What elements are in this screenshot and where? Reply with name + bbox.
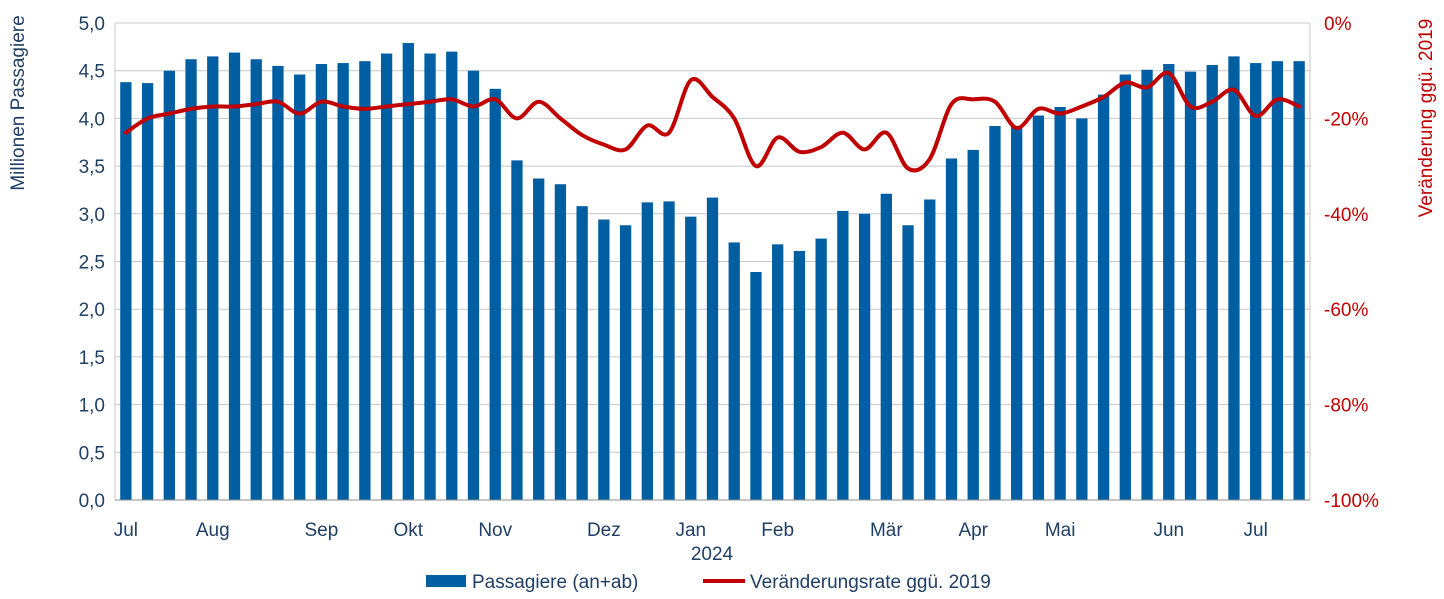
x-tick-label: Okt (394, 520, 424, 541)
bar (228, 52, 241, 500)
bar (163, 70, 175, 500)
bar (967, 149, 979, 500)
bar (815, 238, 827, 500)
x-tick-label: Nov (478, 520, 512, 541)
bar (989, 126, 1001, 501)
bar (1184, 71, 1197, 501)
x-sublabel: 2024 (691, 544, 734, 565)
y-axis-right: -100% -80% -60% -40% -20% 0% (1324, 14, 1379, 512)
y-axis-left: 0,0 0,5 1,0 1,5 2,0 2,5 3,0 3,5 4,0 4,5 5,0 (79, 14, 105, 512)
x-tick-label: Jan (675, 520, 706, 541)
line-series (123, 70, 1302, 173)
bar-series (115, 43, 1310, 501)
bar (880, 193, 892, 501)
bar (402, 43, 414, 501)
legend: Passagiere (an+ab) Veränderungsrate ggü.… (426, 572, 991, 593)
bar (641, 202, 653, 501)
bar (315, 64, 328, 500)
bar (1250, 63, 1262, 501)
bar (728, 242, 740, 501)
bar (446, 51, 458, 501)
bar (1293, 61, 1305, 500)
bar (685, 216, 697, 501)
y-tick-right: -80% (1324, 396, 1368, 417)
y-tick-left: 3,5 (79, 157, 105, 178)
y-tick-right: -60% (1324, 300, 1368, 321)
bar (945, 158, 958, 500)
bar (380, 53, 393, 500)
y-axis-left-title: Millionen Passagiere (8, 15, 29, 190)
y-tick-left: 2,5 (79, 253, 105, 274)
bar (576, 206, 588, 500)
bar (554, 184, 567, 500)
bar (1076, 118, 1088, 501)
y-tick-left: 0,5 (79, 443, 105, 464)
bar (772, 244, 784, 500)
x-tick-label: Sep (305, 520, 339, 541)
y-tick-left: 4,0 (79, 109, 105, 130)
bar (706, 197, 719, 500)
bar (185, 59, 197, 500)
x-tick-label: Mär (870, 520, 903, 541)
bar (924, 199, 936, 501)
y-tick-left: 3,0 (79, 205, 105, 226)
bar (1141, 69, 1153, 500)
y-tick-right: -20% (1324, 109, 1368, 130)
bar (902, 225, 914, 501)
bar (207, 56, 219, 500)
bar (489, 88, 501, 501)
bar (793, 251, 806, 500)
x-tick-label: Mai (1045, 520, 1076, 541)
bar (837, 210, 849, 501)
y-tick-left: 1,0 (79, 396, 105, 417)
x-axis: 2024 Jul Aug Sep Okt Nov Dez Jan Feb Mär Apr Mai Ju… (114, 520, 1268, 565)
bar (337, 63, 349, 501)
bar (511, 160, 523, 500)
bar (272, 65, 284, 501)
x-tick-label: Feb (761, 520, 794, 541)
x-tick-label: Apr (958, 520, 988, 541)
bar (294, 74, 306, 501)
x-tick-label: Jul (1244, 520, 1268, 541)
bar (1119, 74, 1131, 501)
bar (1271, 61, 1284, 500)
bar (359, 61, 371, 500)
y-tick-left: 0,0 (79, 491, 105, 512)
y-tick-left: 1,5 (79, 348, 105, 369)
bar (1054, 106, 1066, 501)
bar (120, 82, 132, 500)
bar (1097, 94, 1110, 501)
bar (663, 201, 675, 500)
y-tick-left: 4,5 (79, 62, 105, 83)
bar (1163, 64, 1175, 500)
bar (250, 59, 262, 500)
y-tick-right: -100% (1324, 491, 1379, 512)
bar (533, 178, 545, 500)
bar (619, 225, 632, 501)
bar (750, 271, 762, 500)
x-tick-label: Jul (114, 520, 138, 541)
x-tick-label: Dez (587, 520, 621, 541)
bar (141, 83, 154, 501)
bar (1032, 115, 1045, 501)
bar (858, 213, 871, 501)
legend-label-bars: Passagiere (an+ab) (472, 572, 638, 593)
legend-label-line: Veränderungsrate ggü. 2019 (750, 572, 991, 593)
y-tick-left: 5,0 (79, 14, 105, 35)
bar (598, 219, 610, 501)
y-tick-right: -40% (1324, 205, 1368, 226)
y-axis-right-title: Veränderung ggü. 2019 (1416, 19, 1437, 218)
y-tick-left: 2,0 (79, 300, 105, 321)
bar (424, 53, 436, 500)
bar (467, 70, 480, 500)
bar (1206, 64, 1218, 500)
bar (1228, 56, 1240, 500)
x-tick-label: Jun (1153, 520, 1184, 541)
y-tick-right: 0% (1324, 14, 1352, 35)
x-tick-label: Aug (196, 520, 230, 541)
legend-swatch-bars (426, 575, 466, 587)
bar (1011, 126, 1023, 501)
